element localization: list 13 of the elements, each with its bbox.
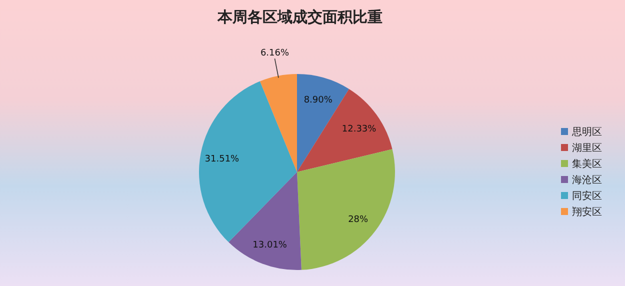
- legend-label: 思明区: [571, 127, 602, 138]
- data-label: 31.51%: [204, 154, 240, 164]
- data-label: 28%: [348, 214, 369, 225]
- data-label: 6.16%: [260, 48, 290, 59]
- chart-title: 本周各区域成交面积比重: [216, 8, 382, 26]
- data-label: 13.01%: [252, 240, 288, 250]
- legend-label: 集美区: [572, 158, 602, 170]
- legend-label: 翔安区: [572, 206, 602, 218]
- data-label: 12.33%: [342, 124, 377, 134]
- legend-label: 海沧区: [572, 174, 602, 186]
- legend-label: 同安区: [572, 190, 602, 202]
- legend-label: 湖里区: [572, 142, 602, 154]
- data-label: 8.90%: [304, 96, 333, 106]
